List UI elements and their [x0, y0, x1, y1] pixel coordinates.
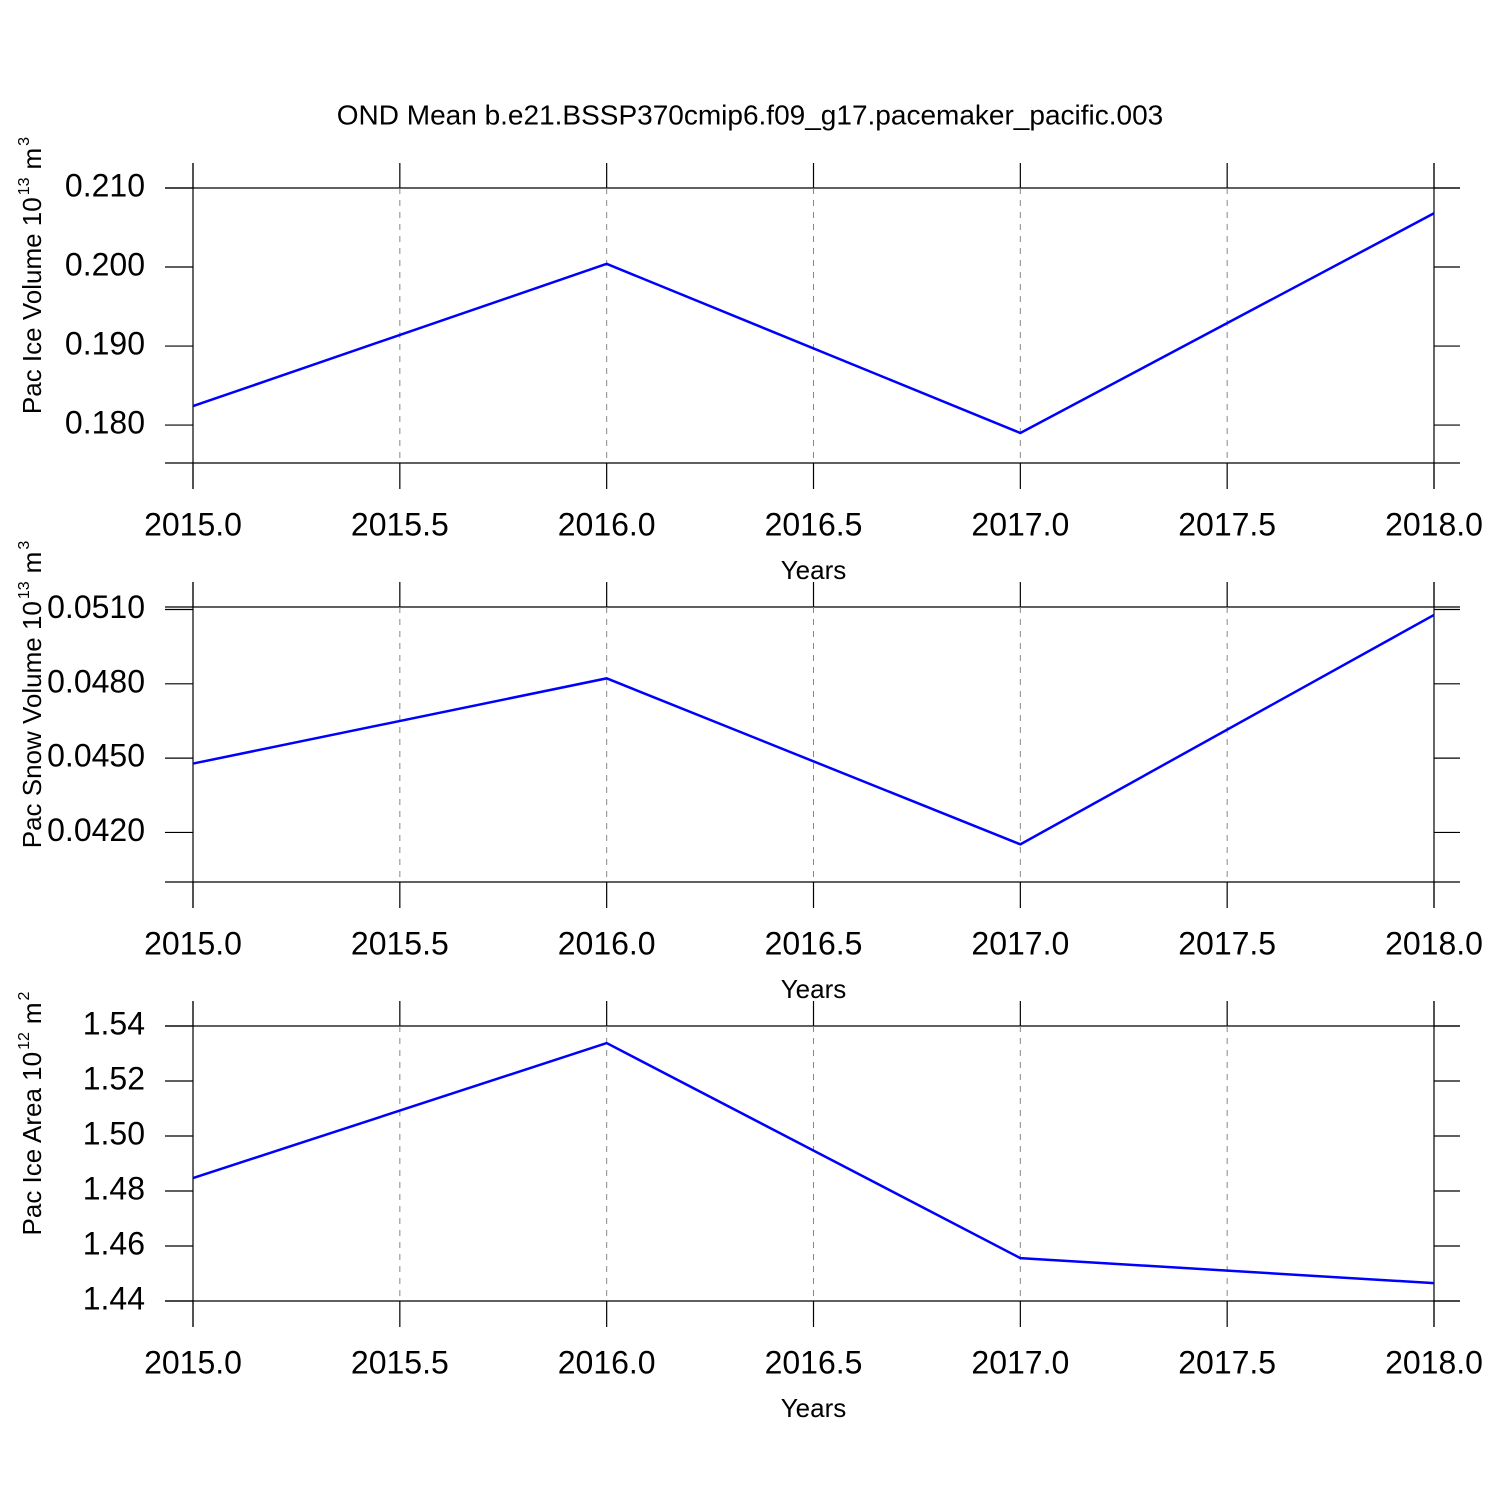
x-tick-label: 2017.0: [971, 925, 1069, 961]
data-line: [192, 613, 1435, 846]
y-label-text: Pac Ice Area 10: [17, 1052, 47, 1236]
x-tick-label: 2015.0: [144, 506, 242, 542]
y-tick-label: 0.0450: [47, 738, 145, 774]
y-label-exponent: 2: [16, 991, 33, 1000]
y-tick-label: 0.190: [65, 325, 145, 361]
x-tick-label: 2017.5: [1178, 925, 1276, 961]
x-tick-label: 2016.5: [765, 1344, 863, 1380]
x-tick-label: 2016.0: [558, 925, 656, 961]
x-axis-label: Years: [781, 974, 847, 1004]
x-tick-label: 2015.5: [351, 1344, 449, 1380]
x-tick-label: 2017.0: [971, 506, 1069, 542]
y-tick-label: 1.44: [83, 1280, 145, 1316]
y-tick-label: 1.54: [83, 1005, 145, 1041]
x-axis-label: Years: [781, 555, 847, 585]
x-tick-label: 2017.0: [971, 1344, 1069, 1380]
y-tick-label: 0.0510: [47, 589, 145, 625]
x-tick-label: 2018.0: [1385, 925, 1483, 961]
y-axis-label: Pac Snow Volume 10 13 m 3: [16, 541, 46, 849]
y-label-exponent: 3: [16, 137, 33, 146]
y-label-exponent: 13: [16, 581, 33, 599]
x-tick-label: 2018.0: [1385, 506, 1483, 542]
y-axis-label: Pac Ice Area 10 12 m 2: [16, 991, 46, 1235]
y-tick-label: 1.52: [83, 1060, 145, 1096]
y-tick-label: 1.48: [83, 1170, 145, 1206]
x-tick-label: 2015.0: [144, 925, 242, 961]
y-label-text: m: [17, 1002, 47, 1024]
x-tick-label: 2016.5: [765, 925, 863, 961]
y-label-exponent: 3: [16, 541, 33, 550]
x-tick-label: 2015.0: [144, 1344, 242, 1380]
x-tick-label: 2015.5: [351, 506, 449, 542]
y-label-text: m: [17, 552, 47, 574]
y-tick-label: 0.200: [65, 246, 145, 282]
y-tick-label: 0.210: [65, 167, 145, 203]
y-tick-label: 1.46: [83, 1225, 145, 1261]
x-tick-label: 2018.0: [1385, 1344, 1483, 1380]
y-label-text: Pac Ice Volume 10: [17, 197, 47, 414]
x-tick-label: 2015.5: [351, 925, 449, 961]
chart-title: OND Mean b.e21.BSSP370cmip6.f09_g17.pace…: [337, 99, 1164, 130]
x-tick-label: 2016.0: [558, 506, 656, 542]
y-tick-label: 1.50: [83, 1115, 145, 1151]
data-line: [192, 212, 1435, 435]
x-tick-label: 2016.0: [558, 1344, 656, 1380]
y-label-exponent: 13: [16, 177, 33, 195]
y-tick-label: 0.0420: [47, 812, 145, 848]
y-axis-label: Pac Ice Volume 10 13 m 3: [16, 137, 46, 414]
y-label-exponent: 12: [16, 1032, 33, 1050]
x-tick-label: 2017.5: [1178, 1344, 1276, 1380]
x-tick-label: 2017.5: [1178, 506, 1276, 542]
y-label-text: Pac Snow Volume 10: [17, 601, 47, 848]
y-tick-label: 0.180: [65, 405, 145, 441]
data-line: [192, 1041, 1435, 1285]
y-label-text: m: [17, 148, 47, 170]
x-tick-label: 2016.5: [765, 506, 863, 542]
x-axis-label: Years: [781, 1393, 847, 1423]
y-tick-label: 0.0480: [47, 663, 145, 699]
